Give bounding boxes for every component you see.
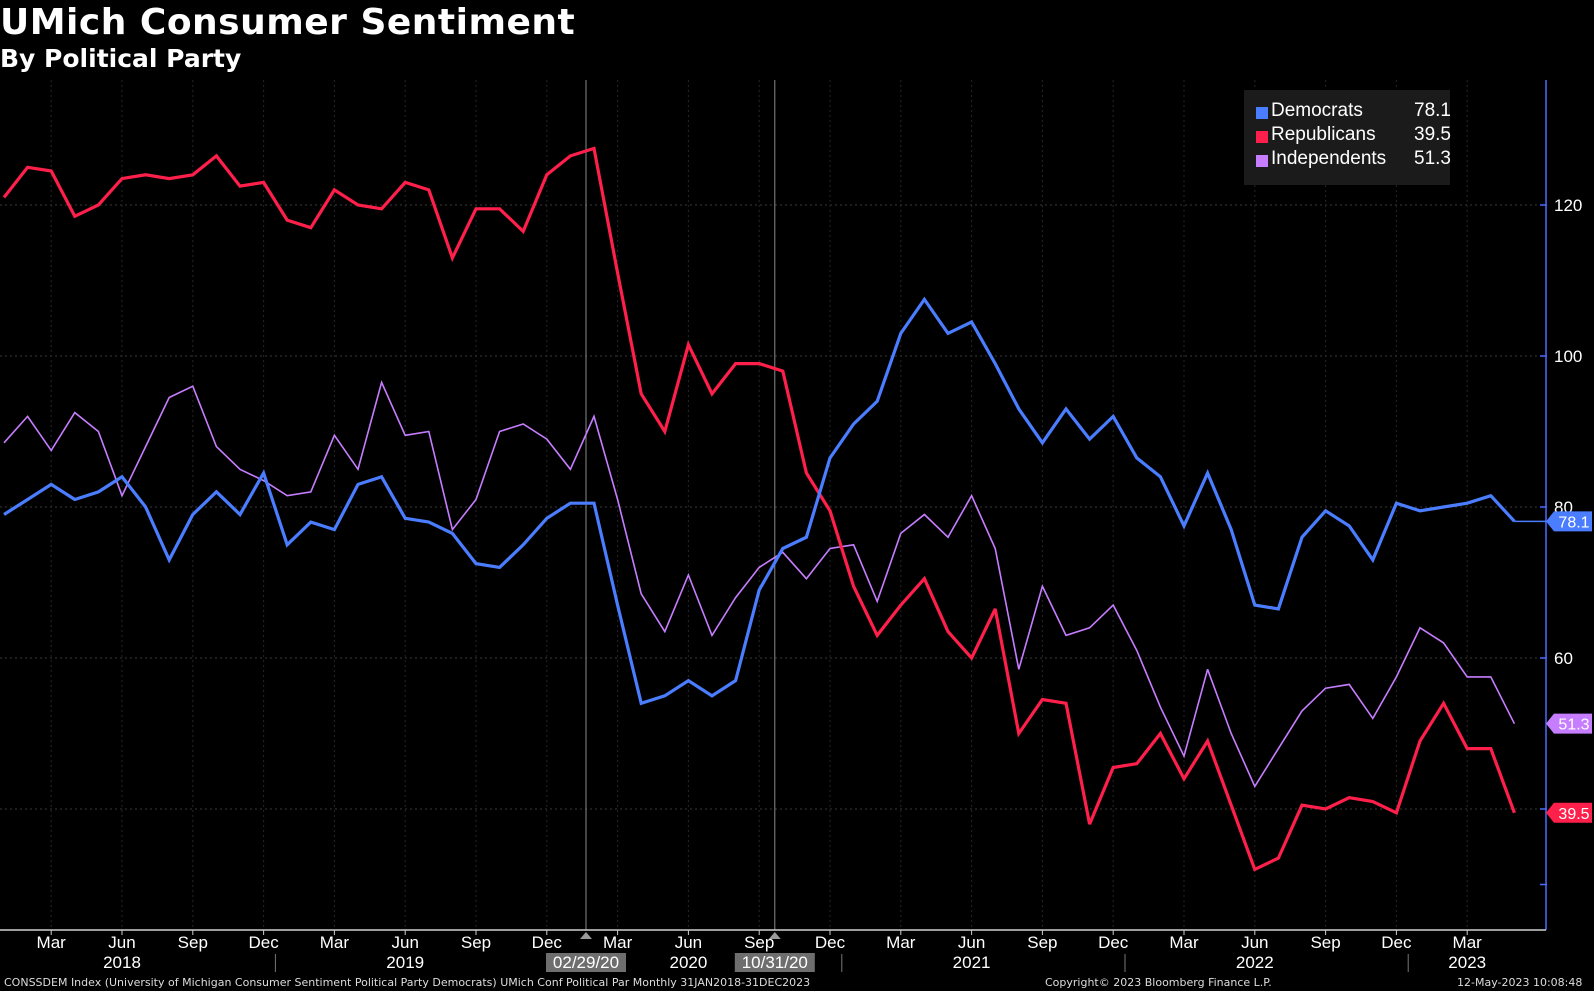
x-month-label: Sep xyxy=(1310,933,1340,952)
legend-label-democrats: Democrats xyxy=(1271,100,1363,121)
last-value-flag-label: 39.5 xyxy=(1558,806,1589,823)
event-marker-arrow xyxy=(580,932,592,939)
x-month-label: Dec xyxy=(1098,933,1129,952)
x-month-label: Jun xyxy=(108,933,135,952)
x-year-label: 2020 xyxy=(669,953,707,972)
event-marker-label-bg xyxy=(734,953,815,972)
x-month-label: Sep xyxy=(744,933,774,952)
chart-title: UMich Consumer Sentiment xyxy=(0,2,576,43)
x-year-label: 2022 xyxy=(1236,953,1274,972)
x-year-label: 2019 xyxy=(386,953,424,972)
x-month-label: Mar xyxy=(320,933,350,952)
event-marker-label: 10/31/20 xyxy=(742,953,808,972)
legend-swatch-democrats xyxy=(1256,107,1268,119)
series-republicans xyxy=(2,146,1516,872)
last-value-flag-bg xyxy=(1546,511,1592,532)
series-line-republicans xyxy=(2,146,1516,872)
x-month-label: Dec xyxy=(248,933,279,952)
legend-swatch-republicans xyxy=(1256,131,1268,143)
x-month-label: Sep xyxy=(178,933,208,952)
event-marker-label-bg xyxy=(546,953,626,972)
x-year-label: 2023 xyxy=(1448,953,1486,972)
event-marker-arrow xyxy=(768,932,781,939)
legend-label-republicans: Republicans xyxy=(1271,124,1376,145)
footer-timestamp: 12-May-2023 10:08:48 xyxy=(1457,976,1583,989)
event-marker-label: 02/29/20 xyxy=(553,953,619,972)
footer-copyright: Copyright© 2023 Bloomberg Finance L.P. xyxy=(1045,976,1272,989)
x-month-label: Jun xyxy=(1241,933,1268,952)
last-value-flag-democrats: 78.1 xyxy=(1546,511,1592,532)
chart-subtitle: By Political Party xyxy=(0,44,242,73)
series-line-independents xyxy=(3,380,1516,789)
x-year-label: 2021 xyxy=(953,953,991,972)
last-value-flag-bg xyxy=(1546,713,1592,734)
y-tick-label: 60 xyxy=(1554,649,1573,668)
x-month-label: Jun xyxy=(675,933,702,952)
x-month-label: Dec xyxy=(1381,933,1412,952)
x-month-label: Sep xyxy=(1027,933,1057,952)
x-month-label: Mar xyxy=(603,933,633,952)
x-month-label: Mar xyxy=(1453,933,1483,952)
x-month-label: Mar xyxy=(37,933,67,952)
x-month-label: Dec xyxy=(532,933,563,952)
last-value-flag-independents: 51.3 xyxy=(1546,713,1592,734)
legend-value-independents: 51.3 xyxy=(1414,148,1451,169)
footer-source: CONSSDEM Index (University of Michigan C… xyxy=(4,976,811,989)
legend-value-republicans: 39.5 xyxy=(1414,124,1451,145)
y-tick-label: 100 xyxy=(1554,347,1582,366)
x-year-label: 2018 xyxy=(103,953,141,972)
last-value-flag-label: 78.1 xyxy=(1558,514,1589,531)
series-line-democrats xyxy=(3,296,1516,706)
x-month-label: Sep xyxy=(461,933,491,952)
y-tick-label: 120 xyxy=(1554,196,1582,215)
legend-label-independents: Independents xyxy=(1271,148,1387,169)
legend: Democrats 78.1 Republicans 39.5 Independ… xyxy=(1244,90,1451,185)
last-value-flag-label: 51.3 xyxy=(1558,717,1589,734)
x-month-label: Dec xyxy=(815,933,846,952)
last-value-flag-republicans: 39.5 xyxy=(1546,802,1592,823)
x-month-label: Jun xyxy=(391,933,418,952)
series-independents xyxy=(3,380,1516,789)
legend-swatch-independents xyxy=(1256,155,1268,167)
last-value-flag-bg xyxy=(1546,802,1592,823)
series-democrats xyxy=(3,296,1516,706)
legend-value-democrats: 78.1 xyxy=(1414,100,1451,121)
x-month-label: Jun xyxy=(958,933,985,952)
x-month-label: Mar xyxy=(886,933,916,952)
x-month-label: Mar xyxy=(1169,933,1199,952)
